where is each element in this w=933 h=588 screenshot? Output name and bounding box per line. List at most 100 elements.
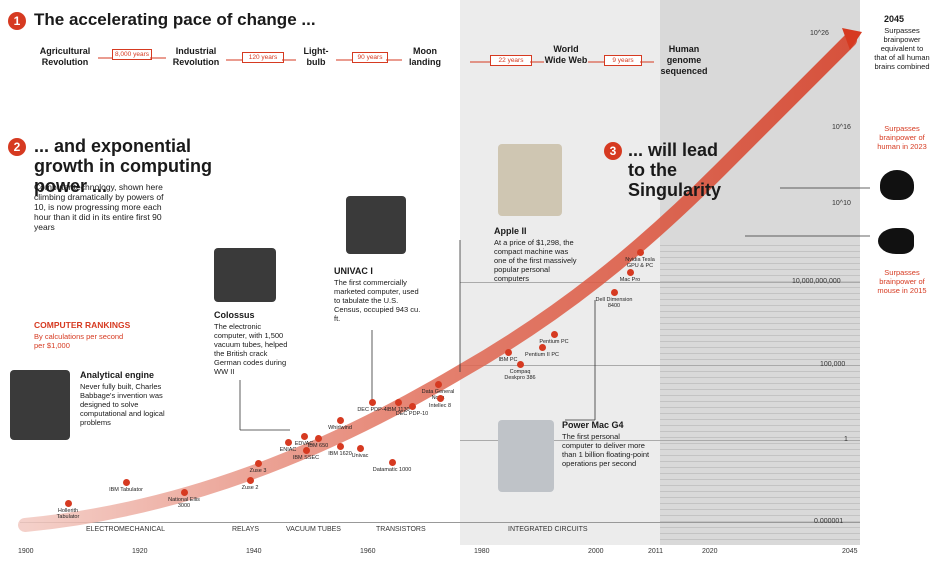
colossus-body: The electronic computer, with 1,500 vacu…	[214, 322, 288, 376]
data-point-label: Zuse 2	[241, 485, 259, 491]
data-point-label: EDVAC	[294, 441, 314, 447]
mouse-icon	[878, 228, 914, 254]
event-moon: Moon landing	[409, 46, 441, 67]
powermac-title: Power Mac G4	[562, 420, 624, 430]
y-tick: 10^10	[832, 200, 851, 207]
section1-title: The accelerating pace of change ...	[34, 10, 316, 29]
data-point	[395, 399, 402, 406]
x-tick: 1960	[360, 548, 376, 555]
gap-box: 8,000 years	[112, 49, 152, 60]
data-point	[369, 399, 376, 406]
brain-icon	[880, 170, 914, 200]
data-point-label: IBM Tabulator	[109, 487, 143, 493]
data-point-label: IBM 1130	[386, 407, 410, 413]
data-point	[627, 269, 634, 276]
data-point-label: Intellec 8	[428, 403, 451, 409]
colossus-image	[214, 248, 276, 302]
data-point	[357, 445, 364, 452]
analytical-title: Analytical engine	[80, 370, 155, 380]
rankings-subtitle: By calculations per second per $1,000	[34, 332, 124, 350]
event-genome: Human genome sequenced	[660, 44, 708, 76]
event-www: World Wide Web	[544, 44, 588, 65]
y-tick: 10,000,000,000	[792, 278, 841, 285]
data-point	[539, 344, 546, 351]
note-mouse: Surpasses brainpower of mouse in 2015	[877, 268, 927, 295]
data-point-label: IBM PC	[498, 357, 518, 363]
data-point	[247, 477, 254, 484]
data-point-label: Univac	[351, 453, 369, 459]
univac-title: UNIVAC I	[334, 266, 373, 276]
note-2045: Surpasses brainpower equivalent to that …	[874, 26, 930, 71]
data-point	[637, 249, 644, 256]
data-point	[437, 395, 444, 402]
era-label: TRANSISTORS	[376, 526, 426, 533]
guide-line	[20, 522, 860, 523]
recent-shade	[460, 0, 660, 545]
x-tick: 1900	[18, 548, 34, 555]
guide-line	[460, 440, 860, 441]
section2-title: ... and exponential growth in computing …	[34, 136, 212, 196]
note-human: Surpasses brainpower of human in 2023	[877, 124, 927, 151]
apple-image	[498, 144, 562, 216]
data-point	[337, 443, 344, 450]
x-tick: 2020	[702, 548, 718, 555]
gap-box: 90 years	[352, 52, 388, 63]
data-point-label: DEC PDP-4	[357, 407, 387, 413]
y-tick: 100,000	[820, 361, 846, 368]
data-point-label: IBM SSEC	[292, 455, 320, 461]
x-tick: 2045	[842, 548, 858, 555]
data-point	[505, 349, 512, 356]
univac-body: The first commercially marketed computer…	[334, 278, 421, 323]
y-tick: 10^16	[832, 124, 851, 131]
data-point	[315, 435, 322, 442]
data-point	[181, 489, 188, 496]
y-tick: 10^26	[810, 30, 829, 37]
guide-line	[460, 365, 860, 366]
data-point	[517, 361, 524, 368]
data-point-label: Hollerith Tabulator	[56, 508, 80, 520]
era-label: VACUUM TUBES	[286, 526, 341, 533]
era-label: RELAYS	[232, 526, 260, 533]
rankings-title: COMPUTER RANKINGS	[34, 320, 131, 330]
data-point-label: Pentium PC	[539, 339, 569, 345]
data-point	[303, 447, 310, 454]
event-industrial: Industrial Revolution	[172, 46, 220, 67]
section2-body: Computer technology, shown here climbing…	[34, 182, 164, 232]
future-hatch	[660, 240, 860, 540]
x-tick: 2000	[588, 548, 604, 555]
data-point-label: IBM 650	[307, 443, 329, 449]
apple-body: At a price of $1,298, the compact machin…	[494, 238, 577, 283]
x-tick: 2011	[648, 548, 664, 555]
gap-box: 120 years	[242, 52, 284, 63]
data-point-label: National Ellis 3000	[168, 497, 200, 509]
analytical-body: Never fully built, Charles Babbage's inv…	[80, 382, 165, 427]
data-point	[255, 460, 262, 467]
data-point-label: Datamatic 1000	[372, 467, 412, 473]
data-point-label: Compaq Deskpro 386	[504, 369, 536, 381]
data-point-label: ENIAC	[279, 447, 297, 453]
gap-box: 9 years	[604, 55, 642, 66]
gap-box: 22 years	[490, 55, 532, 66]
era-label: ELECTROMECHANICAL	[86, 526, 165, 533]
data-point-label: Zuse 3	[249, 468, 267, 474]
x-tick: 1940	[246, 548, 262, 555]
section1-number: 1	[8, 12, 26, 30]
data-point	[301, 433, 308, 440]
era-label: INTEGRATED CIRCUITS	[508, 526, 588, 533]
section2-number: 2	[8, 138, 26, 156]
data-point	[337, 417, 344, 424]
apple-title: Apple II	[494, 226, 527, 236]
data-point-label: Dell Dimension 8400	[595, 297, 633, 309]
data-point	[389, 459, 396, 466]
data-point-label: Whirlwind	[328, 425, 352, 431]
future-shade	[660, 0, 860, 545]
powermac-body: The first personal computer to deliver m…	[562, 432, 650, 468]
event-lightbulb: Light-bulb	[303, 46, 329, 67]
data-point	[611, 289, 618, 296]
data-point-label: IBM 1620	[328, 451, 352, 457]
guide-line	[460, 282, 860, 283]
data-point-label: Pentium II PC	[525, 352, 559, 358]
data-point-label: DEC PDP-10	[395, 411, 429, 417]
section3-number: 3	[604, 142, 622, 160]
